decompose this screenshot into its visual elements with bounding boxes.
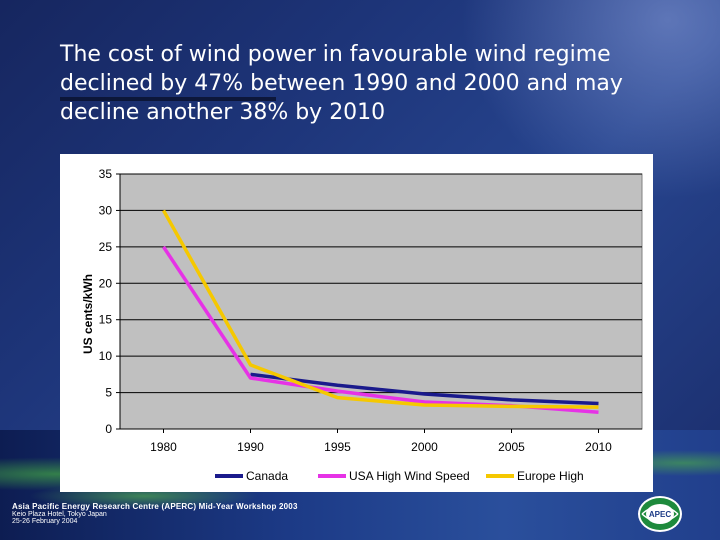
axis-layer: 0 5 10 15 20 25 30 35 1980 1990 1995 2000 2005 2010 (99, 167, 642, 454)
chart-panel: 0 5 10 15 20 25 30 35 1980 1990 1995 2000 2005 2010 C… (60, 154, 653, 492)
x-tick-label: 1995 (324, 440, 351, 454)
line-chart: 0 5 10 15 20 25 30 35 1980 1990 1995 2000 2005 2010 C… (81, 167, 643, 483)
y-tick-label: 5 (105, 386, 112, 400)
y-tick-label: 30 (99, 203, 113, 217)
grid-layer (119, 173, 643, 430)
y-tick-label: 0 (105, 422, 112, 436)
x-tick-label: 2000 (411, 440, 438, 454)
y-tick-label: 20 (99, 276, 113, 290)
legend-layer: Canada USA High Wind Speed Europe High (215, 469, 584, 483)
x-tick-label: 1980 (150, 440, 177, 454)
legend-entry-0: Canada (246, 469, 288, 483)
y-tick-label: 15 (99, 313, 113, 327)
footer-workshop-name: Asia Pacific Energy Research Centre (APE… (12, 502, 298, 511)
title-underline (60, 97, 276, 101)
footer-venue: Keio Plaza Hotel, Tokyo Japan (12, 511, 107, 518)
x-tick-label: 2005 (498, 440, 525, 454)
legend-entry-1: USA High Wind Speed (349, 469, 470, 483)
y-tick-label: 35 (99, 167, 113, 181)
series-line-0 (250, 372, 599, 406)
logo-text: APEC (649, 510, 671, 519)
footer-date: 25-26 February 2004 (12, 518, 78, 525)
series-layer (161, 209, 599, 414)
legend-entry-2: Europe High (517, 469, 584, 483)
apec-logo-icon: APEC (638, 496, 682, 532)
x-tick-label: 2010 (585, 440, 612, 454)
x-tick-label: 1990 (237, 440, 264, 454)
plot-area (119, 173, 643, 430)
series-line-2 (161, 209, 599, 409)
y-tick-label: 10 (99, 349, 113, 363)
slide-title: The cost of wind power in favourable win… (60, 42, 623, 125)
y-axis-label: US cents/kWh (81, 274, 95, 354)
footer-text: Asia Pacific Energy Research Centre (APE… (12, 502, 298, 525)
y-tick-label: 25 (99, 240, 113, 254)
